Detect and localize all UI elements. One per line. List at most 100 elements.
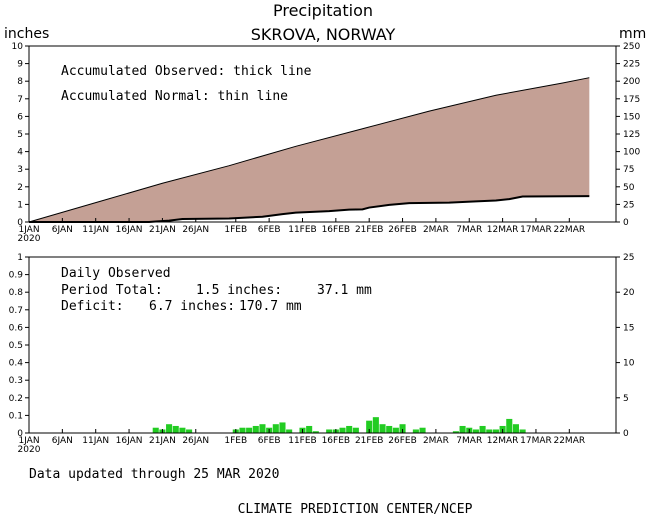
y-right-tick-label: 75 xyxy=(623,165,634,175)
daily-bar xyxy=(479,425,486,433)
daily-bar xyxy=(386,425,393,433)
period-total-mm: 37.1 mm xyxy=(317,283,372,298)
x-tick-label: 11FEB xyxy=(288,225,317,235)
y-right-tick-label: 175 xyxy=(623,95,640,105)
period-total-label: Period Total: xyxy=(61,283,163,298)
daily-bar xyxy=(286,429,293,433)
x-tick-label: 7MAR xyxy=(456,225,482,235)
credit-line: CLIMATE PREDICTION CENTER/NCEP xyxy=(238,502,473,517)
legend-observed: Accumulated Observed: thick line xyxy=(61,64,312,79)
daily-observed-label: Daily Observed xyxy=(61,266,171,281)
daily-bar xyxy=(512,424,519,433)
y-right-tick-label: 5 xyxy=(623,394,629,404)
daily-bar xyxy=(506,418,513,433)
daily-bar xyxy=(339,427,346,433)
y-right-tick-label: 25 xyxy=(623,253,634,263)
y-tick-label: 0.8 xyxy=(9,288,24,298)
bottom-left-axis: 0 0.1 0.2 0.3 0.4 0.5 0.6 0.7 0.8 0.9 1 xyxy=(9,253,29,439)
daily-bar xyxy=(392,427,399,433)
deficit-label: Deficit: xyxy=(61,299,124,314)
daily-bar xyxy=(279,422,286,433)
x-tick-label: 17MAR xyxy=(520,225,552,235)
x-tick-year: 2020 xyxy=(18,445,41,455)
y-right-tick-label: 0 xyxy=(623,429,629,439)
x-tick-label: 26FEB xyxy=(388,436,417,446)
daily-bar xyxy=(452,431,459,433)
x-tick-label: 22MAR xyxy=(553,436,585,446)
x-tick-label: 11FEB xyxy=(288,436,317,446)
y-tick-label: 1 xyxy=(17,200,23,210)
x-tick-label: 26FEB xyxy=(388,225,417,235)
x-tick-label: 7MAR xyxy=(456,436,482,446)
y-right-tick-label: 150 xyxy=(623,112,640,122)
x-tick-label: 2MAR xyxy=(423,436,449,446)
x-tick-label: 6FEB xyxy=(258,225,281,235)
y-right-tick-label: 125 xyxy=(623,130,640,140)
y-tick-label: 10 xyxy=(12,42,24,52)
daily-panel: 0 0.1 0.2 0.3 0.4 0.5 0.6 0.7 0.8 0.9 1 0 5 10 15 20 25… xyxy=(9,253,635,455)
x-tick-label: 6JAN xyxy=(52,225,73,235)
daily-bar xyxy=(272,424,279,433)
x-tick-label: 12MAR xyxy=(487,436,519,446)
daily-bar xyxy=(412,429,419,433)
y-tick-label: 0.1 xyxy=(9,411,23,421)
daily-bar xyxy=(492,429,499,433)
x-tick-label: 2MAR xyxy=(423,225,449,235)
y-right-tick-label: 10 xyxy=(623,359,635,369)
top-left-axis: 0 1 2 3 4 5 6 7 8 9 10 xyxy=(12,42,29,228)
x-tick-label: 6JAN xyxy=(52,436,73,446)
daily-bar xyxy=(172,425,179,433)
y-right-tick-label: 25 xyxy=(623,200,634,210)
y-tick-label: 1 xyxy=(17,253,23,263)
daily-bar xyxy=(379,424,386,433)
daily-bar xyxy=(459,425,466,433)
daily-bar xyxy=(346,425,353,433)
x-tick-label: 21JAN xyxy=(149,436,176,446)
y-tick-label: 0.6 xyxy=(9,323,24,333)
daily-bar xyxy=(519,429,526,433)
y-tick-label: 7 xyxy=(17,95,23,105)
period-total-inches: 1.5 inches: xyxy=(196,283,282,298)
y-right-tick-label: 20 xyxy=(623,288,635,298)
right-unit-label: mm xyxy=(619,26,646,42)
y-tick-label: 0.3 xyxy=(9,376,23,386)
daily-bar xyxy=(179,427,186,433)
x-tick-label: 22MAR xyxy=(553,225,585,235)
x-tick-label: 26JAN xyxy=(182,436,209,446)
daily-bar xyxy=(312,431,319,433)
x-tick-label: 16FEB xyxy=(322,436,351,446)
daily-bar xyxy=(166,424,173,433)
x-tick-label: 21JAN xyxy=(149,225,176,235)
y-right-tick-label: 200 xyxy=(623,77,640,87)
top-right-axis: 0 25 50 75 100 125 150 175 200 225 250 xyxy=(616,42,640,228)
daily-bar xyxy=(366,420,373,433)
daily-bar xyxy=(239,427,246,433)
bottom-right-axis: 0 5 10 15 20 25 xyxy=(616,253,635,439)
x-tick-label: 12MAR xyxy=(487,225,519,235)
y-tick-label: 0.7 xyxy=(9,306,23,316)
x-tick-label: 16FEB xyxy=(322,225,351,235)
y-tick-label: 9 xyxy=(17,60,23,70)
y-tick-label: 0 xyxy=(17,429,23,439)
daily-bar xyxy=(152,427,159,433)
x-tick-label: 1FEB xyxy=(224,436,247,446)
y-tick-label: 6 xyxy=(17,112,23,122)
x-tick-label: 16JAN xyxy=(116,225,143,235)
accumulated-observed-line xyxy=(29,195,590,223)
y-tick-label: 3 xyxy=(17,165,23,175)
daily-bar xyxy=(399,424,406,433)
x-tick-label: 21FEB xyxy=(355,436,384,446)
daily-bar xyxy=(372,417,379,433)
accumulated-panel: 0 1 2 3 4 5 6 7 8 9 10 0 25 50 75 100 125 150 175 200 225 25… xyxy=(12,42,641,244)
y-tick-label: 8 xyxy=(17,77,23,87)
daily-bar xyxy=(419,427,426,433)
x-tick-year: 2020 xyxy=(18,234,41,244)
deficit-mm: 170.7 mm xyxy=(239,299,302,314)
chart-title: Precipitation xyxy=(273,1,373,20)
daily-bar xyxy=(259,424,266,433)
y-right-tick-label: 0 xyxy=(623,218,629,228)
y-tick-label: 2 xyxy=(17,183,23,193)
y-tick-label: 0.9 xyxy=(9,271,24,281)
